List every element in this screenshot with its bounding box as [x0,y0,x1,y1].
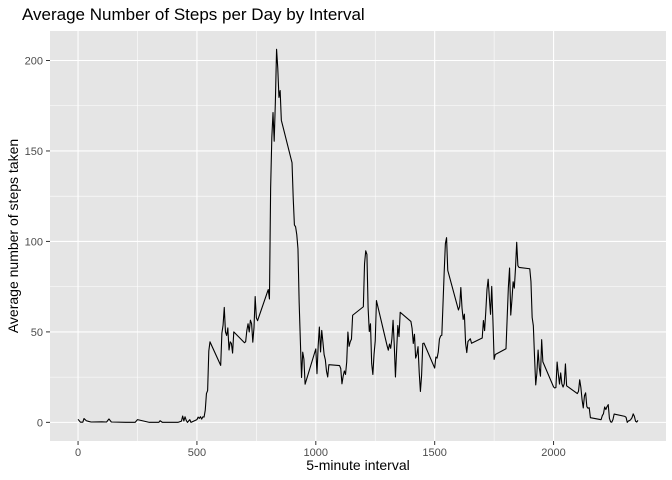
y-tick-label: 50 [31,327,43,339]
series-line [77,48,639,423]
plot-panel [50,31,666,441]
x-axis-title: 5-minute interval [306,457,410,473]
y-axis-title: Average number of steps taken [5,139,21,333]
x-tick-label: 500 [188,447,206,459]
x-tick-label: 2000 [541,447,565,459]
y-tick-label: 200 [25,55,43,67]
y-tick-label: 150 [25,146,43,158]
y-tick-label: 100 [25,236,43,248]
y-axis-ticks: 0 50 100 150 200 [25,55,50,429]
x-tick-label: 1000 [304,447,328,459]
minor-gridlines [50,31,666,441]
y-tick-label: 0 [37,417,43,429]
x-axis-ticks: 0 500 1000 1500 2000 [75,441,566,459]
x-tick-label: 0 [75,447,81,459]
chart-title: Average Number of Steps per Day by Inter… [22,5,365,24]
x-tick-label: 1500 [422,447,446,459]
